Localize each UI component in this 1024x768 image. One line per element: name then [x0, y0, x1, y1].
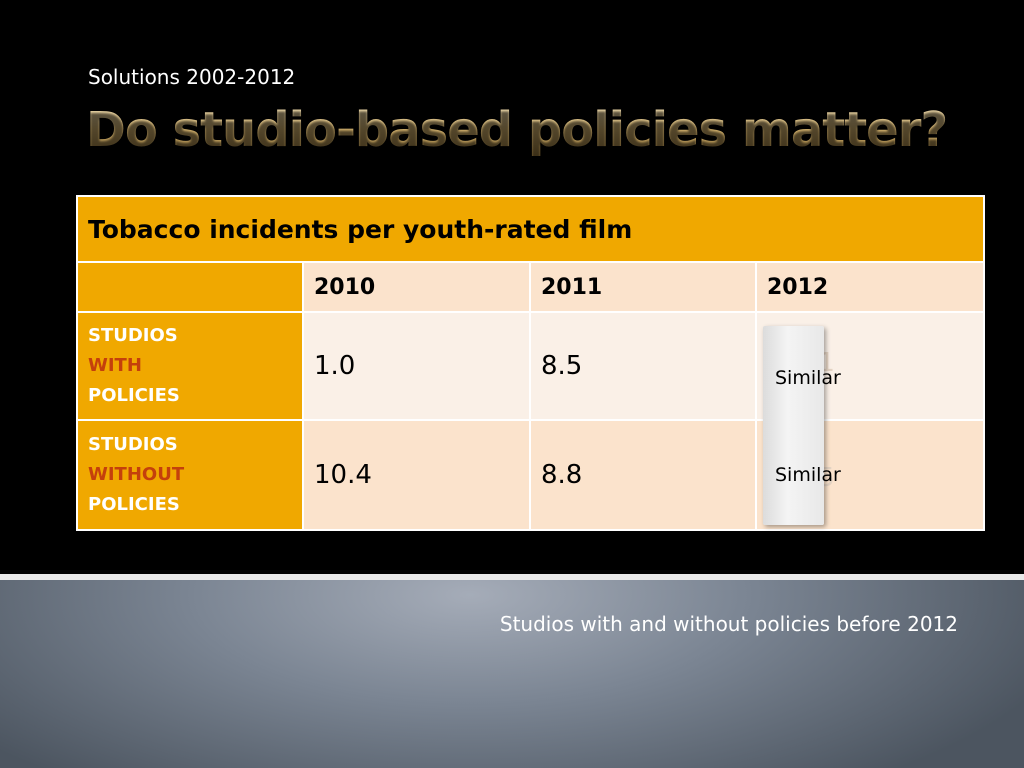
table-cell: 10.4	[302, 419, 531, 531]
table-row: STUDIOS WITH POLICIES 1.0 8.5 13.1	[76, 311, 986, 421]
similar-label: Similar	[775, 367, 841, 389]
table-cell: 1.0	[302, 311, 531, 421]
year-header-row: 2010 2011 2012	[76, 261, 986, 313]
year-2010-header: 2010	[302, 261, 531, 313]
row-label-without-policies: STUDIOS WITHOUT POLICIES	[76, 419, 304, 531]
table-cell: 8.8	[529, 419, 757, 531]
row-label-line: POLICIES	[88, 494, 180, 515]
year-2012-header: 2012	[754, 261, 986, 313]
row-label-line: WITH	[88, 355, 142, 376]
row-label-line: WITHOUT	[88, 464, 185, 485]
slide-bottom-area	[0, 580, 1024, 768]
row-label-with-policies: STUDIOS WITH POLICIES	[76, 311, 304, 421]
slide-subtitle: Solutions 2002-2012	[88, 65, 296, 89]
table-row: STUDIOS WITHOUT POLICIES 10.4 8.8 13.5	[76, 419, 986, 531]
table-cell: 8.5	[529, 311, 757, 421]
similar-label: Similar	[775, 464, 841, 486]
data-table: Tobacco incidents per youth-rated film 2…	[75, 195, 986, 531]
corner-cell	[76, 261, 304, 313]
table-header: Tobacco incidents per youth-rated film	[75, 195, 986, 263]
row-label-line: STUDIOS	[88, 325, 178, 346]
similar-overlay-box	[763, 326, 824, 525]
row-label-line: POLICIES	[88, 385, 180, 406]
slide-divider	[0, 574, 1024, 580]
year-2011-header: 2011	[529, 261, 757, 313]
slide-title: Do studio-based policies matter?	[86, 102, 948, 158]
slide-caption: Studios with and without policies before…	[499, 612, 958, 636]
row-label-line: STUDIOS	[88, 434, 178, 455]
